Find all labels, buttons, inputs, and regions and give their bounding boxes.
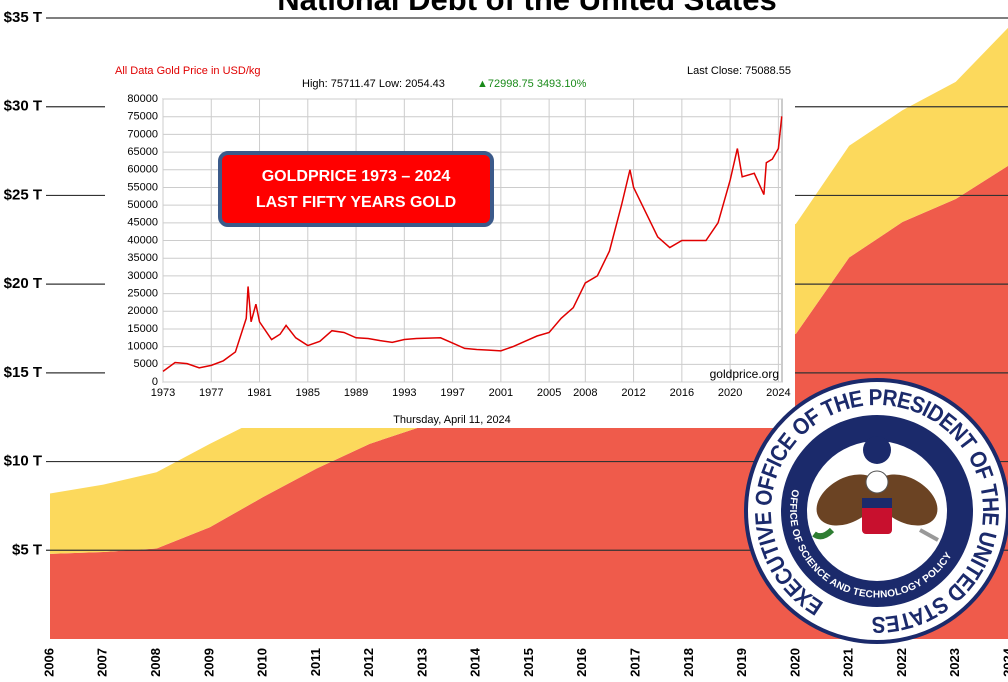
annotation-box	[218, 151, 494, 227]
last-close: Last Close: 75088.55	[687, 65, 791, 77]
x-tick-label: 2006	[41, 648, 56, 677]
watermark: goldprice.org	[710, 367, 779, 381]
x-tick-label: 2019	[734, 648, 749, 677]
y-tick-label: 15000	[127, 323, 158, 335]
x-tick-label: 2020	[787, 648, 802, 677]
x-tick-label: 2020	[718, 387, 742, 399]
x-tick-label: 2012	[361, 648, 376, 677]
y-tick-label: $35 T	[4, 9, 42, 26]
x-tick-label: 1993	[392, 387, 416, 399]
y-tick-label: 0	[152, 376, 158, 388]
y-tick-label: 30000	[127, 270, 158, 282]
shield-chief	[862, 498, 892, 508]
y-tick-label: 40000	[127, 234, 158, 246]
x-tick-label: 2012	[621, 387, 645, 399]
x-tick-label: 2015	[521, 648, 536, 677]
seal: EXECUTIVE OFFICE OF THE PRESIDENT OF THE…	[744, 378, 1008, 644]
y-tick-label: 45000	[127, 217, 158, 229]
y-tick-label: $15 T	[4, 364, 42, 381]
x-tick-label: 2021	[841, 648, 856, 677]
x-tick-label: 2010	[255, 648, 270, 677]
x-tick-label: 2011	[308, 648, 323, 676]
y-tick-label: $20 T	[4, 275, 42, 292]
y-tick-label: 70000	[127, 128, 158, 140]
annotation-text: LAST FIFTY YEARS GOLD	[256, 194, 456, 211]
y-tick-label: $25 T	[4, 186, 42, 203]
x-tick-label: 2013	[414, 648, 429, 677]
gold-chart: 0 5000 10000 15000 20000 25000 30000 35000 40000…	[105, 56, 795, 428]
x-tick-label: 2016	[574, 648, 589, 677]
x-tick-label: 2007	[95, 648, 110, 677]
y-tick-label: 5000	[134, 358, 158, 370]
y-tick-label: 50000	[127, 199, 158, 211]
y-tick-label: 75000	[127, 111, 158, 123]
y-tick-label: $5 T	[12, 541, 42, 558]
stats: High: 75711.47 Low: 2054.43	[302, 78, 445, 90]
x-tick-label: 2001	[489, 387, 513, 399]
annotation-text: GOLDPRICE 1973 – 2024	[262, 168, 451, 185]
x-tick-label: 1977	[199, 387, 223, 399]
olive-branch	[812, 527, 835, 540]
y-tick-label: 35000	[127, 252, 158, 264]
x-tick-label: 2016	[670, 387, 694, 399]
eagle-head	[865, 470, 889, 494]
x-tick-label: 2009	[201, 648, 216, 677]
y-tick-label: $30 T	[4, 98, 42, 115]
x-tick-label: 2008	[573, 387, 597, 399]
y-tick-label: 60000	[127, 164, 158, 176]
chart-title: All Data Gold Price in USD/kg	[115, 65, 261, 77]
x-tick-label: 1997	[440, 387, 464, 399]
chart-title: National Debt of the United States	[277, 0, 776, 17]
gold-line	[162, 116, 783, 372]
x-tick-label: 2008	[148, 648, 163, 677]
y-tick-label: 65000	[127, 146, 158, 158]
y-tick-label: $10 T	[4, 453, 42, 470]
x-tick-label: 2023	[947, 648, 962, 677]
x-tick-label: 1989	[344, 387, 368, 399]
x-tick-label: 2022	[894, 648, 909, 677]
x-tick-label: 2017	[627, 648, 642, 677]
x-label: Thursday, April 11, 2024	[393, 414, 511, 426]
stars	[863, 436, 891, 464]
x-tick-label: 2024	[1000, 647, 1008, 677]
x-tick-label: 2018	[681, 648, 696, 677]
change: ▲72998.75 3493.10%	[477, 78, 587, 90]
x-tick-label: 1985	[296, 387, 320, 399]
y-tick-label: 20000	[127, 305, 158, 317]
arrows	[919, 528, 939, 542]
x-tick-label: 1981	[247, 387, 271, 399]
x-tick-label: 2005	[537, 387, 561, 399]
y-tick-label: 25000	[127, 287, 158, 299]
x-tick-label: 2024	[766, 387, 790, 399]
x-tick-label: 2014	[468, 647, 483, 677]
y-tick-label: 55000	[127, 181, 158, 193]
x-tick-label: 1973	[151, 387, 175, 399]
y-tick-label: 80000	[127, 93, 158, 105]
y-tick-label: 10000	[127, 341, 158, 353]
